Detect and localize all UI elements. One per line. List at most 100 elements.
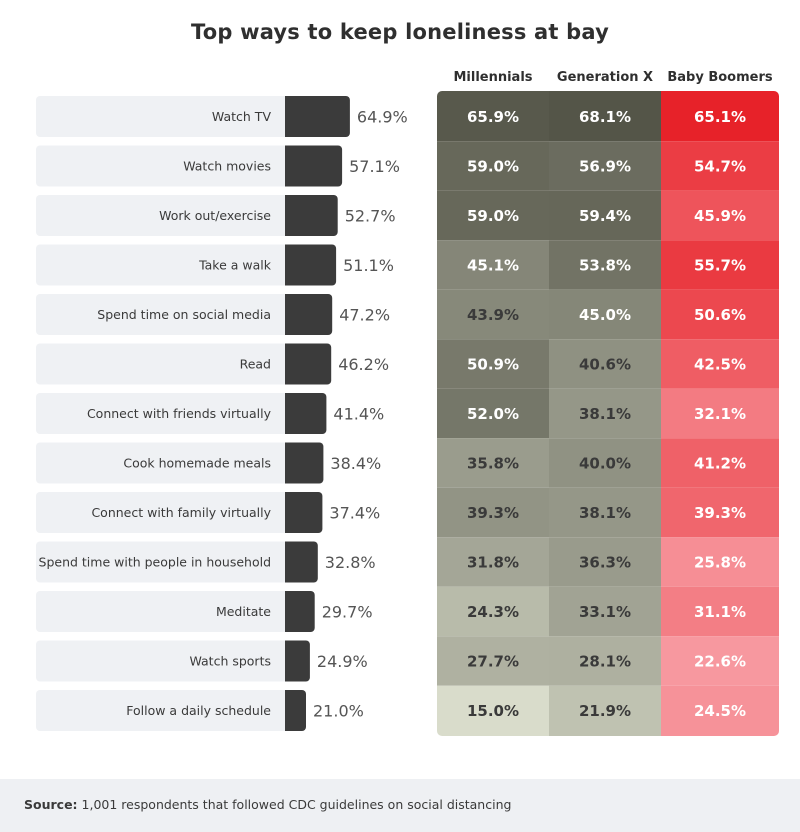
bar-edge [285,294,291,335]
heatmap-cell [661,537,779,587]
heatmap-cell-label: 22.6% [694,653,746,671]
bar [285,640,310,682]
heatmap-cell-label: 41.2% [694,455,746,473]
bar-edge [285,690,291,731]
heatmap-cell [437,487,549,538]
heatmap-cell-label: 39.3% [467,504,519,522]
heatmap-cell-label: 39.3% [694,504,746,522]
heatmap-cell [437,438,549,488]
heatmap-cell [549,438,661,488]
heatmap-cell [661,487,779,538]
heatmap-cell-label: 59.0% [467,207,519,225]
heatmap-cell-label: 31.8% [467,554,519,572]
heatmap-cell-label: 32.1% [694,405,746,423]
heatmap-cell [549,190,661,241]
heatmap-cell [549,586,661,637]
source-label: Source: [24,797,78,812]
heatmap-cell [437,685,549,736]
row-background [36,343,295,385]
heatmap-cell [661,685,779,736]
value-label: 24.9% [317,652,368,671]
heatmap-cell [437,586,549,637]
heatmap-cell-label: 35.8% [467,455,519,473]
heatmap-cell [661,141,779,191]
category-label: Watch TV [212,109,272,124]
heatmap-cell-label: 25.8% [694,554,746,572]
heatmap-cell [661,438,779,488]
chart-area: Watch TV 64.9% Watch movies 57.1% Work out/e… [36,91,779,736]
bar [285,442,324,484]
value-label: 52.7% [345,207,396,226]
heatmap-cell [549,240,661,290]
bar [285,393,327,434]
heatmap-cell [437,289,549,340]
source-note: Source: 1,001 respondents that followed … [24,797,511,812]
heatmap-cell-label: 52.0% [467,405,519,423]
heatmap-cell-label: 56.9% [579,158,631,176]
category-label: Take a walk [198,258,272,273]
bar [285,244,337,286]
category-label: Work out/exercise [159,208,271,223]
category-label: Meditate [216,604,271,619]
bar-edge [285,492,291,533]
row-background [36,195,295,236]
heatmap-cell-label: 21.9% [579,702,631,720]
heatmap-cell-label: 55.7% [694,257,746,275]
heatmap-cell-label: 50.9% [467,356,519,374]
bar-edge [285,640,291,682]
bar [285,294,333,335]
heatmap-cell-label: 50.6% [694,306,746,324]
category-label: Connect with family virtually [91,505,271,520]
heatmap-cell-label: 65.9% [467,108,519,126]
category-label: Cook homemade meals [123,456,271,471]
heatmap-cell [549,685,661,736]
row-background [36,145,295,187]
category-label: Connect with friends virtually [87,406,272,421]
value-label: 38.4% [330,454,381,473]
bar-edge [285,442,291,484]
bar [285,195,338,236]
bar [285,145,343,187]
heatmap-cell [437,240,549,290]
heatmap-cell-label: 53.8% [579,257,631,275]
heatmap-cell [437,141,549,191]
heatmap-cell-label: 31.1% [694,603,746,621]
heatmap-cell [549,141,661,191]
heatmap-cell-label: 59.4% [579,207,631,225]
heatmap-cell-label: 24.3% [467,603,519,621]
row-background [36,442,295,484]
bar [285,591,315,632]
source-text: 1,001 respondents that followed CDC guid… [81,797,512,812]
heatmap-cell-label: 40.0% [579,455,631,473]
heatmap-cell [661,636,779,686]
value-label: 64.9% [357,108,408,127]
row-background [36,96,295,137]
value-label: 51.1% [343,256,394,275]
heatmap-cell [549,537,661,587]
value-label: 32.8% [325,553,376,572]
bar [285,492,323,533]
heatmap-cell [661,91,779,142]
heatmap-table: 65.9% 68.1% 65.1% 59.0% 56.9% 54.7% 59.0% 59.4%… [437,91,779,736]
heatmap-cell [549,339,661,389]
heatmap-cell [661,586,779,637]
value-label: 37.4% [329,504,380,523]
row-background [36,294,295,335]
heatmap-cell-label: 42.5% [694,356,746,374]
bar-edge [285,145,291,187]
row-background [36,393,295,434]
heatmap-cell-label: 45.9% [694,207,746,225]
category-label: Watch movies [183,159,271,174]
bar-edge [285,195,291,236]
category-label: Watch sports [189,654,271,669]
row-background [36,244,295,286]
heatmap-cell-label: 54.7% [694,158,746,176]
heatmap-cell [549,636,661,686]
heatmap-cell-label: 45.0% [579,306,631,324]
bar [285,343,332,385]
heatmap-cell-label: 28.1% [579,653,631,671]
heatmap-cell [661,240,779,290]
heatmap-cell-label: 27.7% [467,653,519,671]
category-label: Spend time on social media [97,307,271,322]
heatmap-cell-label: 59.0% [467,158,519,176]
